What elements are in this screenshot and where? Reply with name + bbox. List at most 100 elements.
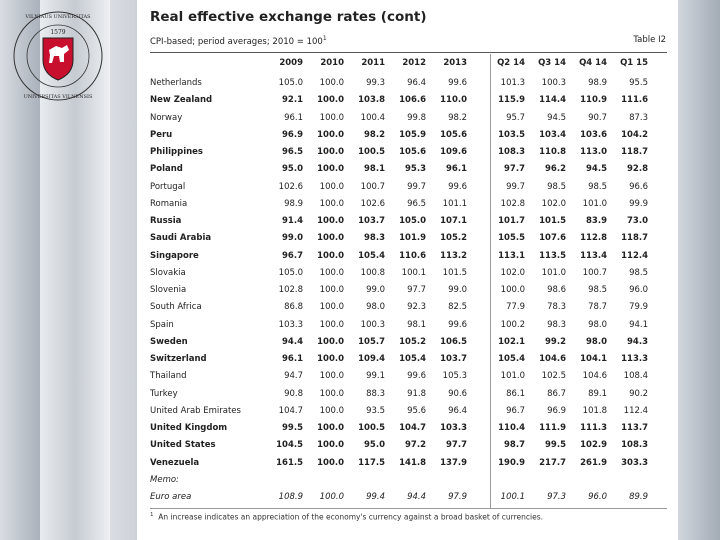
table-cell: 98.0	[366, 302, 385, 313]
table-cell: 101.5	[442, 267, 467, 278]
table-cell: 100.0	[317, 147, 344, 157]
table-cell: 89.1	[588, 388, 607, 399]
footnote-text: An increase indicates an appreciation of…	[158, 512, 543, 522]
table-cell: 105.4	[498, 354, 525, 364]
table-cell: 94.7	[284, 371, 303, 382]
column-header: Q2 14	[497, 58, 525, 68]
table-row: Euro area 108.9 100.0 99.4 94.4 97.9 100.1 97.3…	[150, 489, 668, 506]
table-cell: 100.7	[582, 267, 607, 278]
top-rule	[150, 52, 667, 53]
table-cell: 108.9	[278, 492, 303, 502]
table-cell: 87.3	[629, 112, 648, 123]
table-cell: 99.6	[448, 319, 467, 330]
table-cell: 100.8	[360, 267, 385, 278]
table-cell: 107.6	[539, 233, 566, 244]
row-label: United Arab Emirates	[150, 405, 241, 416]
table-cell: 99.1	[366, 371, 385, 382]
table-cell: 100.2	[500, 319, 525, 330]
table-row: New Zealand 92.1 100.0 103.8 106.6 110.0 115.9…	[150, 92, 668, 109]
table-cell: 109.6	[440, 147, 467, 157]
table-cell: 96.9	[547, 405, 566, 416]
table-cell: 110.4	[498, 423, 525, 433]
table-row: Turkey 90.8 100.0 88.3 91.8 90.6 86.1 86.7 89.1 9…	[150, 386, 668, 403]
table-cell: 100.0	[317, 216, 344, 226]
table-cell: 99.7	[407, 181, 426, 192]
table-cell: 86.7	[547, 388, 566, 399]
table-cell: 112.4	[623, 405, 648, 416]
table-row: Saudi Arabia 99.0 100.0 98.3 101.9 105.2 105.5…	[150, 230, 668, 247]
table-row: Memo:	[150, 472, 668, 489]
table-cell: 104.7	[399, 423, 426, 433]
table-cell: 98.5	[547, 181, 566, 192]
table-cell: 103.7	[358, 216, 385, 226]
table-cell: 106.5	[440, 336, 467, 347]
table-row: Sweden 94.4 100.0 105.7 105.2 106.5 102.1 99.2 9…	[150, 334, 668, 351]
table-cell: 105.4	[399, 354, 426, 364]
table-cell: 113.7	[621, 423, 648, 433]
table-row: Spain 103.3 100.0 100.3 98.1 99.6 100.2 98.3 98.…	[150, 317, 668, 334]
table-cell: 100.0	[317, 233, 344, 244]
row-label: Portugal	[150, 181, 186, 192]
table-cell: 83.9	[586, 216, 607, 226]
table-cell: 99.9	[629, 198, 648, 209]
table-title: Real effective exchange rates (cont)	[150, 9, 427, 25]
table-cell: 100.0	[319, 181, 344, 192]
table-cell: 113.2	[440, 250, 467, 261]
table-cell: 104.6	[539, 354, 566, 364]
table-row: Singapore 96.7 100.0 105.4 110.6 113.2 113.1 11…	[150, 248, 668, 265]
table-cell: 105.0	[399, 216, 426, 226]
table-label: Table I2	[633, 35, 666, 45]
table-cell: 99.0	[366, 285, 385, 295]
table-cell: 96.2	[545, 164, 566, 175]
table-cell: 109.4	[358, 354, 385, 364]
table-cell: 95.6	[407, 405, 426, 416]
seal-year: 1579	[50, 29, 65, 36]
table-cell: 100.0	[317, 440, 344, 451]
table-cell: 113.4	[580, 250, 607, 261]
table-cell: 105.0	[278, 267, 303, 278]
table-cell: 103.7	[440, 354, 467, 364]
table-cell: 105.7	[358, 336, 385, 347]
table-cell: 99.5	[545, 440, 566, 451]
table-cell: 100.5	[358, 147, 385, 157]
table-cell: 98.9	[284, 198, 303, 209]
table-cell: 99.0	[282, 233, 303, 244]
table-cell: 108.3	[621, 440, 648, 451]
table-cell: 96.0	[629, 285, 648, 295]
subtitle-text: CPI-based; period averages; 2010 = 100	[150, 36, 323, 47]
table-cell: 137.9	[440, 457, 467, 468]
table-cell: 100.0	[317, 336, 344, 347]
table-cell: 97.7	[407, 285, 426, 295]
row-label: United Kingdom	[150, 423, 228, 433]
table-cell: 99.6	[448, 181, 467, 192]
row-label: Switzerland	[150, 354, 207, 364]
table-cell: 161.5	[276, 457, 303, 468]
table-cell: 98.2	[448, 112, 467, 123]
column-header: 2013	[443, 58, 467, 68]
row-label: Singapore	[150, 250, 199, 261]
table-cell: 101.7	[498, 216, 525, 226]
table-cell: 190.9	[498, 457, 525, 468]
table-cell: 102.8	[500, 198, 525, 209]
table-cell: 90.2	[629, 388, 648, 399]
table-cell: 91.4	[282, 216, 303, 226]
table-cell: 103.8	[358, 95, 385, 106]
table-cell: 103.3	[440, 423, 467, 433]
seal-top-text: VILNIAUS UNIVERSITAS	[24, 14, 91, 20]
table-cell: 95.3	[405, 164, 426, 175]
table-cell: 113.1	[498, 250, 525, 261]
table-cell: 102.0	[500, 267, 525, 278]
table-cell: 261.9	[580, 457, 607, 468]
table-cell: 111.3	[580, 423, 607, 433]
table-cell: 99.3	[366, 78, 385, 88]
table-cell: 91.8	[407, 388, 426, 399]
table-cell: 98.5	[588, 181, 607, 192]
table-cell: 111.6	[621, 95, 648, 106]
table-cell: 103.5	[498, 129, 525, 140]
table-cell: 100.4	[360, 112, 385, 123]
table-cell: 94.1	[629, 319, 648, 330]
table-cell: 114.4	[539, 95, 566, 106]
table-row: Switzerland 96.1 100.0 109.4 105.4 103.7 105.4…	[150, 351, 668, 368]
column-header: Q3 14	[538, 58, 566, 68]
row-label: Venezuela	[150, 457, 200, 468]
